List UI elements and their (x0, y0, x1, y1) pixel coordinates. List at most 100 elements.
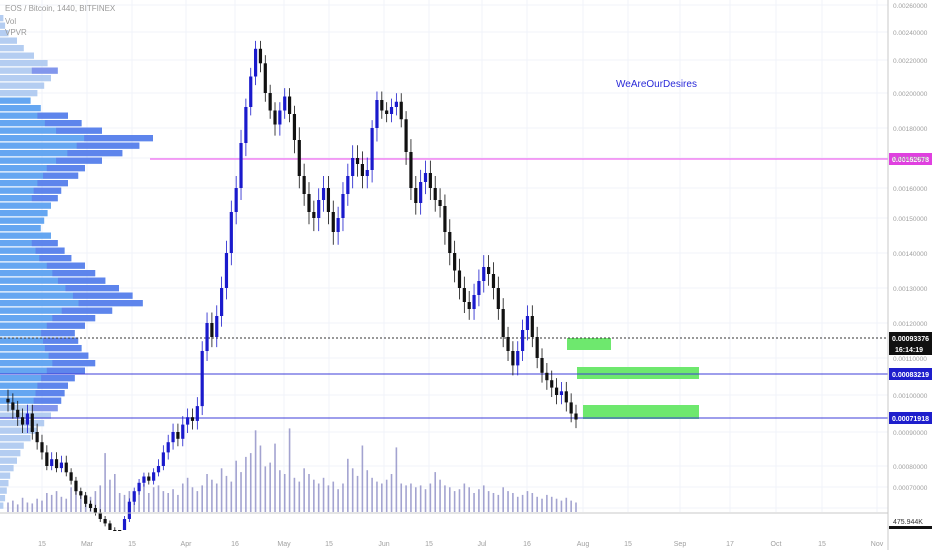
candle-body (224, 253, 229, 288)
candle-body (346, 176, 350, 194)
vpvr-row (0, 142, 140, 149)
volume-bar (279, 470, 281, 512)
vpvr-row-secondary (61, 307, 113, 314)
volume-bar (274, 443, 276, 512)
volume-bar (356, 475, 359, 512)
candle-body (394, 101, 398, 107)
vpvr-row (0, 390, 65, 397)
volume-axis-marker (889, 526, 932, 529)
candle-body (520, 330, 525, 351)
watermark-text: WeAreOurDesires (616, 79, 697, 90)
target-zone (583, 405, 699, 419)
candle-body (554, 387, 559, 395)
vpvr-row (0, 375, 75, 382)
volume-bar (211, 479, 213, 512)
target-zone (577, 367, 699, 379)
vpvr-row-secondary (35, 390, 65, 397)
vpvr-row-secondary (37, 112, 68, 119)
vpvr-row (0, 210, 48, 217)
volume-bar (206, 474, 208, 512)
vpvr-row-secondary (41, 375, 75, 382)
candle-body (535, 337, 539, 358)
vpvr-row (0, 112, 68, 119)
volume-bar (114, 474, 116, 512)
vpvr-row (0, 225, 41, 232)
vpvr-row (0, 487, 7, 494)
candle-body (501, 309, 505, 337)
candle-body (263, 63, 267, 93)
vpvr-row (0, 277, 106, 284)
volume-bar (50, 494, 53, 512)
volume-bar (298, 481, 301, 512)
time-axis[interactable]: 15 Mar 15 Apr 16 May 15 Jun 15 Jul 16 Aug 15 Sep 17 Oct… (0, 512, 888, 548)
volume-bar (555, 498, 558, 512)
volume-bar (245, 456, 247, 512)
price-tick-label: 0.00120000 (893, 321, 928, 328)
candle-body (186, 417, 190, 425)
volume-bar (400, 483, 403, 512)
price-tick-label: 0.00130000 (893, 286, 928, 293)
vpvr-row-secondary (44, 345, 82, 352)
candle-body (229, 212, 233, 253)
vpvr-row-secondary (56, 127, 102, 134)
vpvr-row (0, 232, 51, 239)
volume-bar (458, 489, 461, 512)
volume-bar (104, 453, 106, 512)
horizontal-levels: 0.00162678 0.00093376 0.00083219 0.00071918… (0, 153, 932, 424)
level-price-label: 0.00083219 (892, 372, 929, 379)
candle-body (389, 107, 394, 114)
vpvr-row-secondary (52, 315, 96, 322)
vpvr-row (0, 465, 14, 472)
volume-bar (186, 477, 189, 512)
volume-bar (264, 466, 267, 512)
vpvr-row (0, 360, 96, 367)
vpvr-row (0, 82, 45, 89)
volume-bar (196, 491, 199, 512)
vpvr-row-secondary (31, 240, 58, 247)
candle-body (530, 316, 534, 337)
candle-body (365, 170, 369, 176)
candle-body (190, 417, 195, 421)
candle-body (287, 96, 292, 114)
vpvr-row (0, 352, 89, 359)
vpvr-row (0, 180, 68, 187)
countdown-tag (889, 344, 932, 355)
candle-body (331, 212, 335, 232)
volume-bar (46, 493, 48, 512)
candle-body (74, 480, 78, 492)
vpvr-row (0, 322, 85, 329)
candle-body (35, 432, 39, 443)
vpvr-row (0, 202, 51, 209)
volume-bar (75, 483, 77, 512)
candle-body (423, 173, 428, 182)
time-tick-label: 16 (523, 541, 531, 548)
candle-body (326, 188, 331, 212)
volume-bar (390, 474, 393, 512)
volume-bar (541, 498, 543, 512)
volume-bar (381, 483, 383, 512)
volume-bar (269, 462, 271, 512)
candle-body (258, 48, 263, 64)
volume-bar (444, 485, 446, 512)
vpvr-row (0, 480, 9, 487)
volume-bar (560, 500, 563, 512)
candle-body (132, 491, 136, 502)
vpvr-row (0, 247, 65, 254)
vpvr-row (0, 337, 79, 344)
candle-body (113, 530, 117, 531)
volume-bar (546, 494, 548, 512)
volume-bar (478, 489, 480, 512)
volume-bar (448, 487, 451, 512)
candle-body (59, 462, 64, 469)
candle-body (103, 519, 107, 524)
candle-body (312, 212, 316, 218)
candle-body (516, 351, 520, 366)
candle-body (69, 472, 73, 481)
grid-lines (0, 0, 888, 512)
candle-body (525, 316, 530, 330)
price-axis[interactable]: 0.00260000 0.00240000 0.00220000 0.00200000… (887, 0, 932, 550)
volume-bar (225, 475, 228, 512)
time-tick-label: Aug (577, 541, 590, 548)
